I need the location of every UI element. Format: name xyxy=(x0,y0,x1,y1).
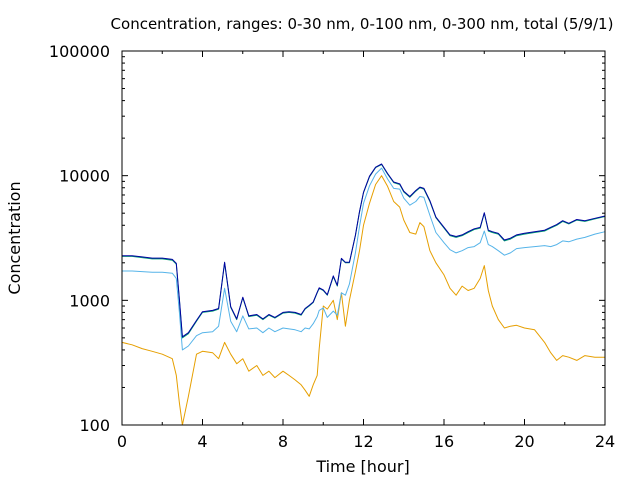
y-tick-label: 100 xyxy=(79,416,110,435)
y-tick-label: 10000 xyxy=(59,167,110,186)
y-tick-label: 100000 xyxy=(49,42,110,61)
x-axis-label: Time [hour] xyxy=(315,457,409,476)
x-tick-label: 24 xyxy=(595,432,615,451)
series-line-2 xyxy=(122,167,606,351)
x-tick-label: 4 xyxy=(197,432,207,451)
x-tick-label: 12 xyxy=(353,432,373,451)
series-line-3 xyxy=(122,164,606,339)
x-tick-label: 20 xyxy=(514,432,534,451)
x-tick-label: 8 xyxy=(278,432,288,451)
x-tick-label: 0 xyxy=(117,432,127,451)
axis-ticks: 0 4 8 12 16 20 24 100 1000 10000 100000 xyxy=(49,42,615,451)
data-series xyxy=(121,163,606,426)
x-tick-label: 16 xyxy=(434,432,454,451)
plot-frame xyxy=(121,50,606,426)
y-axis-label: Concentration xyxy=(5,181,24,294)
y-tick-label: 1000 xyxy=(69,291,110,310)
series-line-1 xyxy=(121,175,605,426)
series-line-4 xyxy=(122,163,606,338)
chart-title: Concentration, ranges: 0-30 nm, 0-100 nm… xyxy=(111,15,614,33)
